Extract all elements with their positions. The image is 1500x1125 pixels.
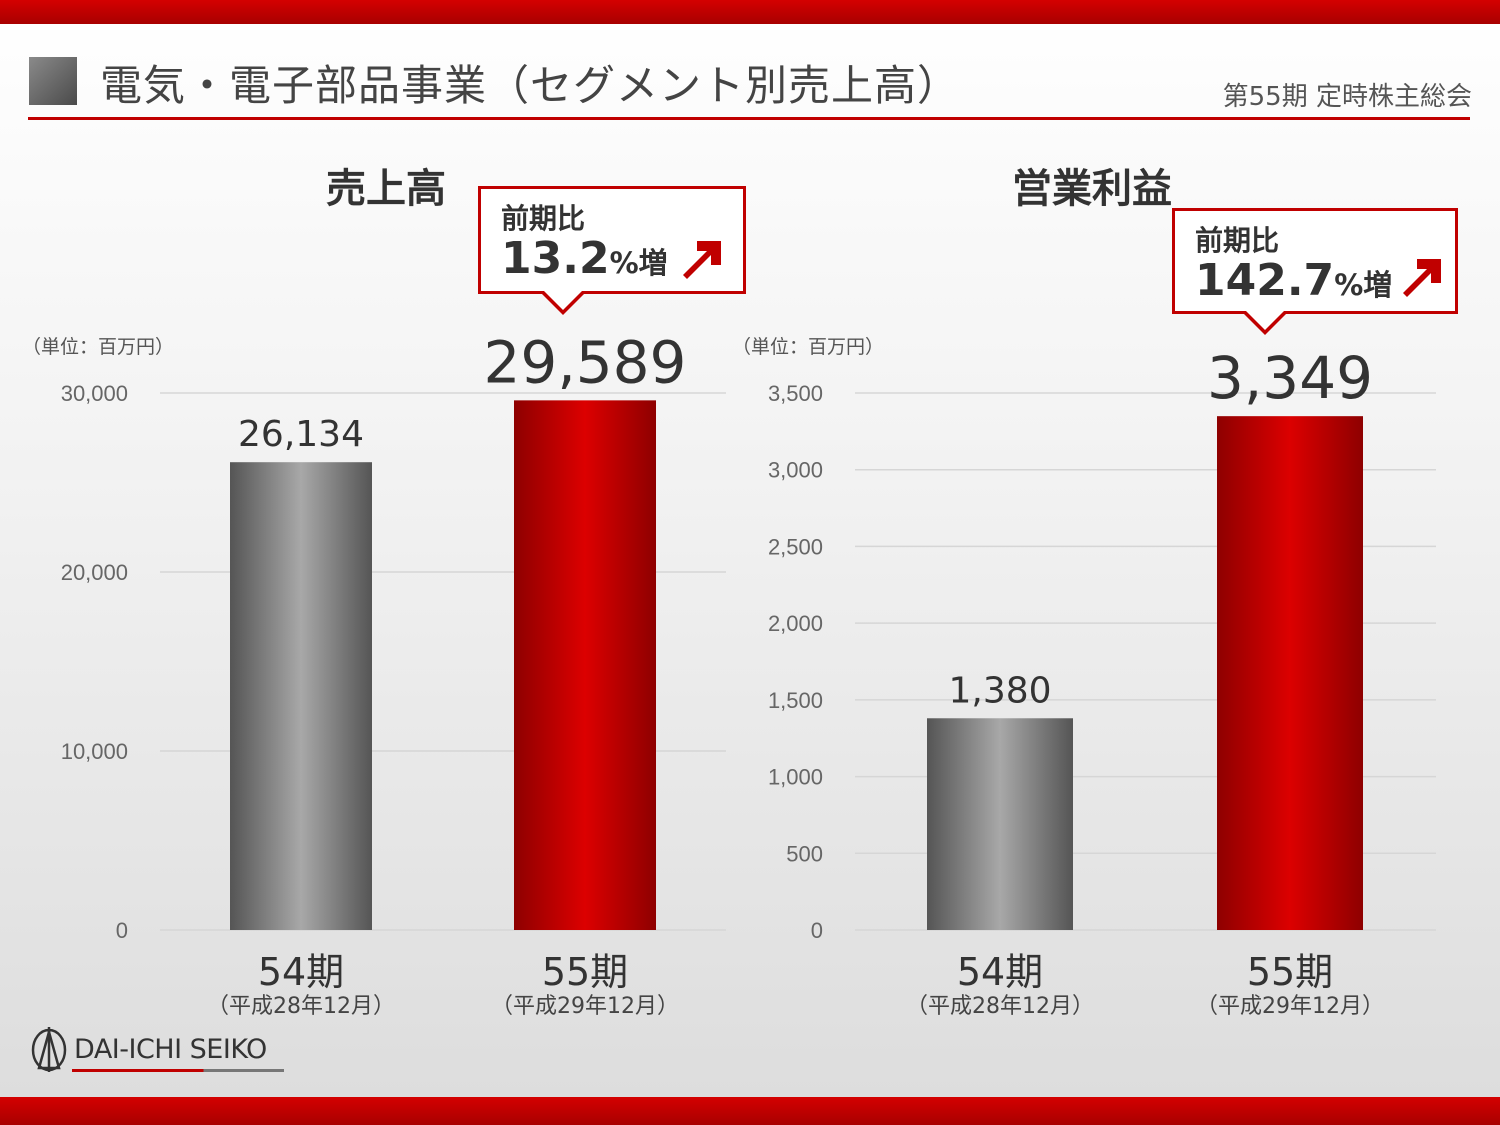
callout-percent-suffix: %増 [609, 246, 668, 280]
title-marker-square [29, 57, 77, 105]
category-label: 54期 [258, 950, 344, 994]
bar-value-label: 1,380 [948, 670, 1051, 711]
logo-wordmark: DAI-ICHI SEIKO [74, 1034, 267, 1065]
callout-tail-fill [1245, 310, 1285, 330]
meeting-label: 第55期 定時株主総会 [1222, 82, 1472, 112]
callout-percent: 142.7%増 [1195, 255, 1392, 306]
bar-prior [230, 462, 372, 930]
bar-prior [927, 718, 1073, 930]
callout-percent-value: 13.2 [501, 233, 610, 284]
callout-caption: 前期比 [1195, 224, 1280, 257]
logo-underline [72, 1069, 284, 1072]
company-logo: DAI-ICHI SEIKO [30, 1024, 288, 1076]
callout-tail-fill [543, 290, 583, 310]
y-tick-label: 1,000 [768, 765, 823, 790]
sales-growth-callout: 前期比 13.2%増 [478, 186, 746, 315]
y-tick-label: 3,000 [768, 458, 823, 483]
operating-profit-growth-callout: 前期比 142.7%増 [1172, 208, 1458, 335]
category-sublabel: （平成28年12月） [207, 994, 395, 1019]
callout-percent: 13.2%増 [501, 233, 668, 284]
y-tick-label: 3,500 [768, 381, 823, 406]
y-tick-label: 2,000 [768, 611, 823, 636]
y-tick-label: 1,500 [768, 688, 823, 713]
callout-caption: 前期比 [501, 202, 586, 235]
up-right-arrow-icon [1403, 259, 1441, 297]
page-title: 電気・電子部品事業（セグメント別売上高） [100, 61, 961, 110]
bar-value-label: 29,589 [484, 328, 687, 396]
operating-profit-chart-title: 営業利益 [1012, 166, 1172, 212]
y-tick-label: 0 [811, 918, 823, 943]
operating-profit-unit-label: （単位：百万円） [732, 336, 885, 358]
up-right-arrow-icon [683, 241, 721, 279]
y-tick-label: 2,500 [768, 534, 823, 559]
y-tick-label: 30,000 [61, 381, 128, 406]
bar-current [514, 400, 656, 930]
logo-emblem-icon [31, 1027, 67, 1072]
y-tick-label: 500 [786, 841, 823, 866]
sales-chart-title: 売上高 [326, 166, 446, 212]
bottom-accent-band [0, 1097, 1500, 1125]
category-sublabel: （平成29年12月） [1196, 994, 1384, 1019]
y-tick-label: 20,000 [61, 560, 128, 585]
sales-unit-label: （単位：百万円） [22, 336, 175, 358]
callout-percent-value: 142.7 [1195, 255, 1335, 306]
category-label: 54期 [957, 950, 1043, 994]
bar-value-label: 26,134 [238, 414, 364, 455]
category-label: 55期 [542, 950, 628, 994]
y-tick-label: 0 [116, 918, 128, 943]
top-accent-band [0, 0, 1500, 24]
category-label: 55期 [1247, 950, 1333, 994]
bar-value-label: 3,349 [1207, 344, 1373, 412]
callout-percent-suffix: %増 [1334, 268, 1393, 302]
category-sublabel: （平成28年12月） [906, 994, 1094, 1019]
title-divider [28, 117, 1470, 120]
category-sublabel: （平成29年12月） [491, 994, 679, 1019]
y-tick-label: 10,000 [61, 739, 128, 764]
bar-current [1217, 416, 1363, 930]
